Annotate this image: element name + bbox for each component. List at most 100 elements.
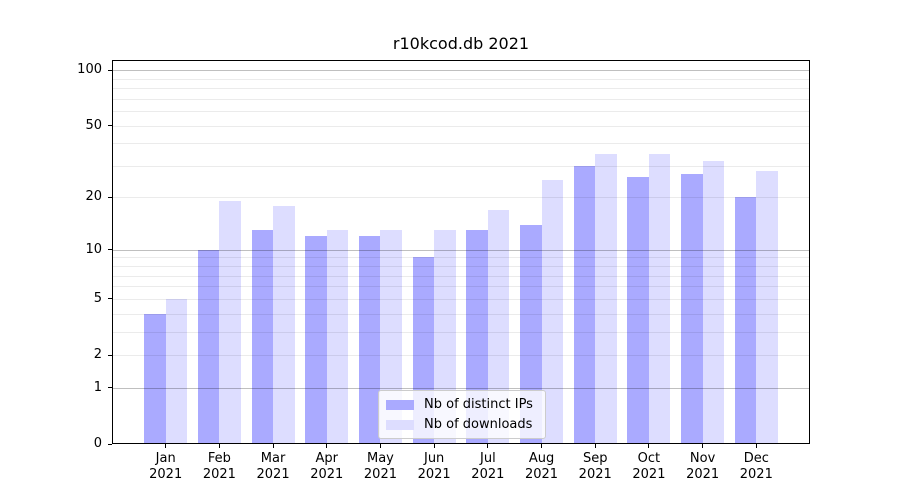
x-tick-dec xyxy=(755,444,757,448)
x-tick-label-mar: Mar 2021 xyxy=(237,451,309,483)
x-tick-oct xyxy=(648,444,650,448)
bar-dec-ips xyxy=(734,197,757,444)
chart-title: r10kcod.db 2021 xyxy=(392,34,530,53)
month-label: Jul xyxy=(480,451,496,466)
month-label: Aug xyxy=(528,451,555,466)
bar-aug-downloads xyxy=(541,180,564,444)
x-tick-sep xyxy=(594,444,596,448)
year-label: 2021 xyxy=(256,467,290,482)
y-tick-label-0: 0 xyxy=(93,436,102,451)
year-label: 2021 xyxy=(363,467,397,482)
y-tick-label-1: 1 xyxy=(93,379,102,395)
gridline-minor-7 xyxy=(112,275,810,277)
y-tick-label-50: 50 xyxy=(85,117,102,133)
bar-sep-downloads xyxy=(595,153,617,444)
y-tick-50 xyxy=(108,125,112,127)
bar-feb-downloads xyxy=(219,201,241,444)
y-tick-100 xyxy=(108,69,112,71)
x-tick-label-nov: Nov 2021 xyxy=(667,451,739,483)
month-label: Jun xyxy=(423,451,445,466)
month-label: Sep xyxy=(582,451,608,466)
gridline-minor-5 xyxy=(112,298,810,300)
x-tick-may xyxy=(379,444,381,448)
y-tick-label-10: 10 xyxy=(85,241,102,257)
legend-swatch-downloads xyxy=(386,419,414,430)
bar-dec-downloads xyxy=(756,171,778,444)
x-tick-label-sep: Sep 2021 xyxy=(559,451,631,483)
x-tick-jan xyxy=(165,444,167,448)
month-label: Mar xyxy=(260,451,286,466)
x-tick-label-apr: Apr 2021 xyxy=(291,451,363,483)
bar-apr-ips xyxy=(305,236,327,444)
gridline-major-10 xyxy=(112,249,810,251)
plot-area xyxy=(112,60,810,444)
year-label: 2021 xyxy=(202,467,236,482)
year-label: 2021 xyxy=(471,467,505,482)
gridline-minor-90 xyxy=(112,78,810,80)
gridline-minor-9 xyxy=(112,257,810,259)
y-tick-label-20: 20 xyxy=(85,189,102,205)
y-tick-label-5: 5 xyxy=(93,290,102,306)
y-tick-1 xyxy=(108,387,112,389)
gridline-minor-8 xyxy=(112,266,810,268)
legend: Nb of distinct IPs Nb of downloads xyxy=(378,390,546,439)
y-tick-label-2: 2 xyxy=(93,347,102,362)
gridline-minor-3 xyxy=(112,331,810,333)
month-label: Nov xyxy=(689,451,716,466)
y-tick-0 xyxy=(108,443,112,445)
legend-label-ips: Nb of distinct IPs xyxy=(424,397,533,412)
year-label: 2021 xyxy=(524,467,559,482)
bar-jul-downloads xyxy=(487,209,510,444)
x-tick-jun xyxy=(433,444,435,448)
bar-aug-ips xyxy=(520,224,542,444)
bar-mar-downloads xyxy=(273,205,295,444)
x-tick-feb xyxy=(218,444,220,448)
legend-entry-ips: Nb of distinct IPs xyxy=(386,397,538,412)
y-tick-2 xyxy=(108,354,112,356)
x-tick-apr xyxy=(326,444,328,448)
gridline-minor-50 xyxy=(112,125,810,127)
month-label: Jan xyxy=(155,451,176,466)
bar-oct-ips xyxy=(627,177,649,444)
month-label: Dec xyxy=(743,451,769,466)
bar-apr-downloads xyxy=(326,230,349,444)
x-tick-label-may: May 2021 xyxy=(344,451,416,483)
gridline-minor-4 xyxy=(112,313,810,315)
month-label: May xyxy=(367,451,394,466)
x-tick-label-jan: Jan 2021 xyxy=(130,451,202,483)
x-tick-mar xyxy=(272,444,274,448)
y-tick-10 xyxy=(108,249,112,251)
year-label: 2021 xyxy=(310,467,344,482)
y-tick-label-100: 100 xyxy=(77,62,102,78)
month-label: Oct xyxy=(637,451,661,466)
gridline-major-100 xyxy=(112,70,810,72)
bar-feb-ips xyxy=(197,249,220,444)
bar-oct-downloads xyxy=(648,153,671,444)
gridline-minor-2 xyxy=(112,355,810,356)
year-label: 2021 xyxy=(578,467,612,482)
year-label: 2021 xyxy=(632,467,666,482)
bar-nov-ips xyxy=(681,174,703,444)
x-tick-jul xyxy=(487,444,489,448)
y-tick-5 xyxy=(108,298,112,300)
month-label: Apr xyxy=(315,451,339,466)
bar-may-ips xyxy=(358,236,381,444)
year-label: 2021 xyxy=(149,467,183,482)
year-label: 2021 xyxy=(686,467,720,482)
bar-jan-downloads xyxy=(165,298,188,444)
month-label: Feb xyxy=(207,451,231,466)
gridline-minor-20 xyxy=(112,197,810,199)
x-tick-label-dec: Dec 2021 xyxy=(720,451,792,483)
legend-entry-downloads: Nb of downloads xyxy=(386,417,538,432)
x-tick-label-feb: Feb 2021 xyxy=(183,451,255,483)
x-tick-label-jul: Jul 2021 xyxy=(452,451,524,483)
year-label: 2021 xyxy=(417,467,451,482)
x-tick-nov xyxy=(702,444,704,448)
bar-mar-ips xyxy=(251,230,274,444)
x-tick-label-jun: Jun 2021 xyxy=(398,451,470,483)
year-label: 2021 xyxy=(739,467,773,482)
x-tick-label-aug: Aug 2021 xyxy=(506,451,578,483)
y-tick-20 xyxy=(108,196,112,198)
x-tick-aug xyxy=(541,444,543,448)
